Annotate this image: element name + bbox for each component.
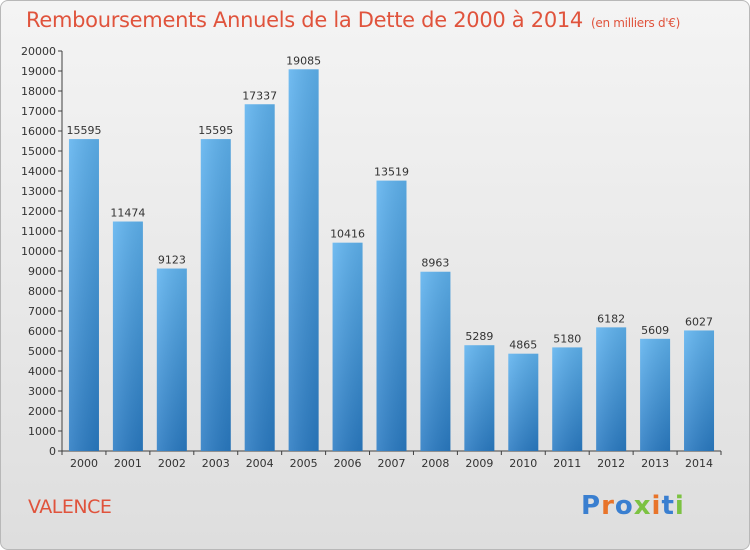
logo-letter: i xyxy=(651,491,662,521)
x-tick-label: 2010 xyxy=(509,457,537,470)
bar-shade xyxy=(464,345,495,451)
bars xyxy=(68,69,715,452)
data-label: 6027 xyxy=(685,315,713,328)
y-tick-label: 2000 xyxy=(28,405,56,418)
x-tick-label: 2011 xyxy=(553,457,581,470)
y-tick-label: 4000 xyxy=(28,365,56,378)
chart-subtitle: (en milliers d'€) xyxy=(591,16,681,30)
x-tick-label: 2006 xyxy=(334,457,362,470)
bar-shade xyxy=(288,69,319,452)
bar-shade xyxy=(332,242,363,451)
y-tick-label: 13000 xyxy=(21,185,56,198)
y-tick-label: 5000 xyxy=(28,345,56,358)
x-tick-label: 2000 xyxy=(70,457,98,470)
bar-shade xyxy=(68,139,99,451)
y-tick-label: 17000 xyxy=(21,105,56,118)
x-tick-label: 2005 xyxy=(290,457,318,470)
y-tick-label: 8000 xyxy=(28,285,56,298)
data-label: 17337 xyxy=(242,89,277,102)
data-label: 13519 xyxy=(374,166,409,179)
logo-letter: i xyxy=(674,491,685,521)
x-tick-label: 2003 xyxy=(202,457,230,470)
bar-shade xyxy=(200,139,231,451)
chart-title: Remboursements Annuels de la Dette de 20… xyxy=(26,8,680,32)
y-tick-label: 19000 xyxy=(21,65,56,78)
bar-shade xyxy=(244,104,275,451)
bar-shade xyxy=(596,327,627,451)
y-tick-label: 15000 xyxy=(21,145,56,158)
bar-shade xyxy=(112,221,143,451)
logo-letter: P xyxy=(581,491,602,521)
x-tick-label: 2014 xyxy=(685,457,713,470)
data-label: 4865 xyxy=(509,339,537,352)
logo-letter: t xyxy=(661,491,675,521)
x-axis: 2000 2001 2002 2003 2004 2005 2006 2007 2008 2009… xyxy=(61,450,722,470)
city-name: VALENCE xyxy=(28,496,112,518)
logo-letter: r xyxy=(601,491,615,521)
x-tick-label: 2009 xyxy=(465,457,493,470)
data-label: 9123 xyxy=(158,254,186,267)
data-label: 15595 xyxy=(198,124,233,137)
y-tick-label: 11000 xyxy=(21,225,56,238)
bar-shade xyxy=(156,268,187,451)
chart-title-text: Remboursements Annuels de la Dette de 20… xyxy=(26,8,583,32)
bar-shade xyxy=(640,338,671,451)
y-axis: 0 1000 2000 3000 4000 5000 6000 7000 8000 9000 100… xyxy=(21,45,63,458)
y-tick-label: 16000 xyxy=(21,125,56,138)
bar-shade xyxy=(420,271,451,451)
proxiti-logo: Proxiti xyxy=(581,491,685,521)
bar-shade xyxy=(508,353,539,451)
data-label: 5180 xyxy=(553,332,581,345)
logo-letter: x xyxy=(633,491,652,521)
data-labels: 15595 11474 9123 15595 17337 19085 10416 13519 8… xyxy=(66,54,713,351)
data-label: 5609 xyxy=(641,324,669,337)
y-tick-label: 3000 xyxy=(28,385,56,398)
y-tick-label: 18000 xyxy=(21,85,56,98)
x-tick-label: 2004 xyxy=(246,457,274,470)
y-tick-label: 1000 xyxy=(28,425,56,438)
bar-shade xyxy=(684,330,715,451)
data-label: 5289 xyxy=(465,330,493,343)
y-tick-label: 10000 xyxy=(21,245,56,258)
bar-shade xyxy=(552,347,583,451)
y-tick-label: 6000 xyxy=(28,325,56,338)
data-label: 6182 xyxy=(597,312,625,325)
x-tick-label: 2002 xyxy=(158,457,186,470)
x-tick-label: 2008 xyxy=(421,457,449,470)
y-tick-label: 12000 xyxy=(21,205,56,218)
bar-shade xyxy=(376,180,407,451)
y-tick-label: 9000 xyxy=(28,265,56,278)
data-label: 10416 xyxy=(330,228,365,241)
logo-letter: o xyxy=(614,491,634,521)
data-label: 15595 xyxy=(66,124,101,137)
data-label: 8963 xyxy=(421,257,449,270)
x-tick-label: 2001 xyxy=(114,457,142,470)
data-label: 11474 xyxy=(110,207,145,220)
x-tick-label: 2007 xyxy=(378,457,406,470)
y-tick-label: 7000 xyxy=(28,305,56,318)
x-tick-label: 2012 xyxy=(597,457,625,470)
y-tick-label: 14000 xyxy=(21,165,56,178)
x-tick-label: 2013 xyxy=(641,457,669,470)
y-tick-label: 20000 xyxy=(21,45,56,58)
y-tick-label: 0 xyxy=(49,445,56,458)
data-label: 19085 xyxy=(286,54,321,67)
